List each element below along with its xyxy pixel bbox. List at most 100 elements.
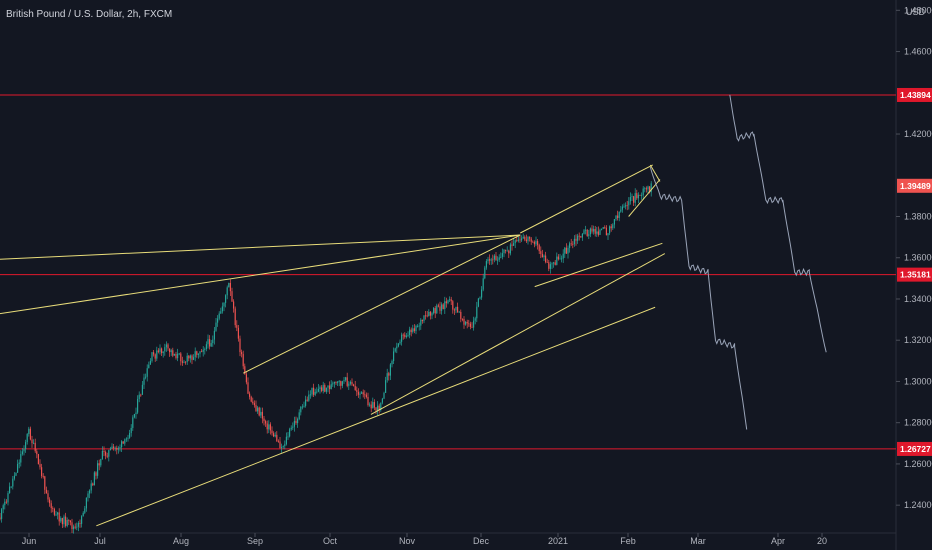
x-tick-label: Aug [173,536,189,546]
candle-body [602,227,604,229]
candle-body [244,366,246,375]
candle-body [501,253,503,257]
candle-body [210,343,212,347]
trendline[interactable] [520,164,653,234]
candle-body [442,304,444,309]
price-level-label-bg [897,87,932,102]
candle-body [612,224,614,229]
candle-body [583,230,585,234]
trendline[interactable] [243,234,521,374]
candle-body [165,344,167,348]
candle-body [508,250,510,254]
x-tick-label: Apr [771,536,785,546]
candle-body [207,339,209,345]
candle-body [618,211,620,218]
candle-body [493,255,495,260]
candle-body [191,355,193,360]
candle-body [215,322,217,331]
candle-body [223,302,225,307]
candle-body [127,437,129,439]
candle-body [420,319,422,326]
candle-body [31,439,33,444]
candle-body [143,377,145,385]
candle-body [513,243,515,246]
candle-body [231,291,233,302]
candle-body [29,428,31,440]
candle-body [154,354,156,359]
candle-body [330,384,332,390]
trendline[interactable] [0,234,521,315]
candle-body [196,351,198,355]
candle-body [556,256,558,265]
candle-body [497,259,499,261]
projection-path[interactable] [729,94,827,353]
trendline[interactable] [628,179,661,217]
trendline[interactable] [370,253,666,415]
candle-body [458,311,460,313]
candle-body [482,278,484,290]
candle-body [28,428,30,435]
candle-body [109,448,111,451]
candle-body [106,455,108,457]
x-tick-label: Oct [323,536,338,546]
candle-body [607,233,609,236]
candle-body [361,392,363,394]
candle-body [303,405,305,407]
candle-body [585,229,587,231]
candle-body [7,493,9,503]
y-tick-label: 1.48000 [904,5,932,15]
candle-body [327,385,329,388]
candle-body [565,247,567,254]
candle-body [417,325,419,327]
candle-body [276,434,278,442]
candle-body [164,347,166,352]
candle-body [453,309,455,311]
candle-body [45,489,47,494]
candle-body [39,464,41,468]
candle-body [279,441,281,449]
candle-body [351,381,353,385]
candle-body [410,329,412,333]
candle-body [441,304,443,311]
candle-body [359,393,361,395]
candle-body [71,522,73,530]
candle-body [124,439,126,444]
candle-body [271,430,273,434]
candle-body [263,418,265,422]
candle-body [66,519,68,526]
candle-body [481,289,483,298]
trendline[interactable] [534,242,663,288]
trendline[interactable] [649,164,661,182]
candle-body [345,377,347,381]
candle-body [311,387,313,395]
candle-body [84,508,86,513]
candle-body [226,287,228,296]
trendline[interactable] [0,234,521,260]
candle-body [383,392,385,399]
candle-body [186,355,188,362]
candle-body [138,394,140,399]
candle-body [389,364,391,376]
candle-body [133,413,135,418]
candle-body [505,249,507,251]
candle-body [425,315,427,317]
candle-body [5,501,7,503]
candle-body [631,196,633,198]
candle-body [73,526,75,530]
candle-body [485,261,487,268]
candle-body [549,264,551,269]
candle-body [309,394,311,396]
candle-body [260,411,262,416]
candle-body [367,397,369,406]
candle-body [13,475,15,479]
projection-path[interactable] [649,166,748,430]
candle-body [378,405,380,410]
candle-body [365,394,367,398]
x-tick-label: Nov [399,536,416,546]
trendline[interactable] [96,306,656,527]
candle-body [577,235,579,241]
candle-body [580,236,582,238]
candle-body [79,522,81,524]
candle-body [540,251,542,254]
